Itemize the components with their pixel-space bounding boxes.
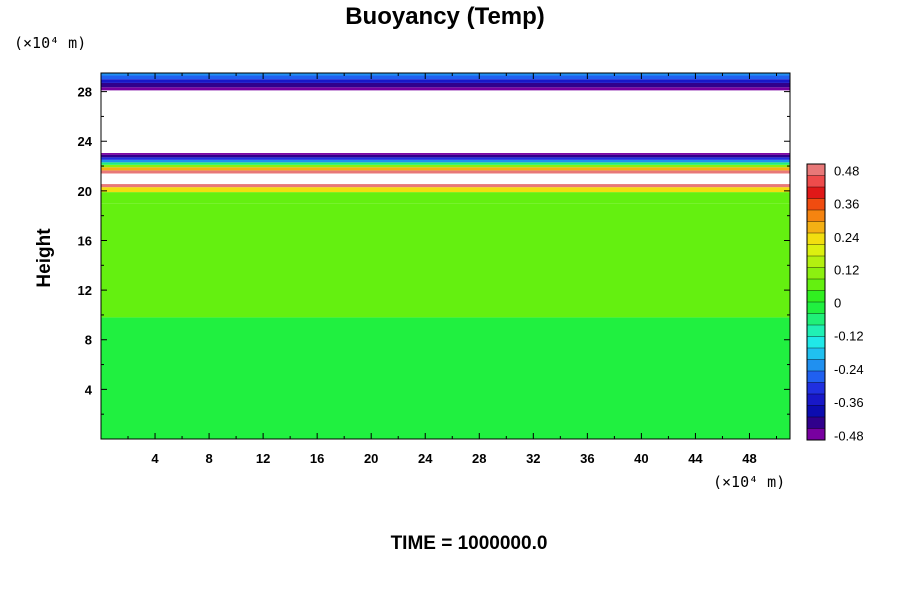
- x-tick-label: 36: [580, 451, 594, 466]
- heatmap-layer-19: [101, 73, 790, 76]
- colorbar-swatch: [807, 279, 825, 291]
- x-tick-label: 4: [151, 451, 159, 466]
- colorbar-swatch: [807, 348, 825, 360]
- heatmap-layer-0: [101, 317, 790, 439]
- heatmap-layer-16: [101, 82, 790, 88]
- heatmap-layer-11: [101, 157, 790, 160]
- y-tick-label: 16: [78, 233, 92, 248]
- colorbar-swatch: [807, 313, 825, 326]
- heatmap-layer-15: [101, 87, 790, 91]
- colorbar-swatch: [807, 210, 825, 222]
- heatmap-layer-5: [101, 173, 790, 185]
- heatmap-layer-6: [101, 170, 790, 174]
- colorbar-swatch: [807, 175, 825, 188]
- colorbar-tick-label: -0.24: [834, 362, 864, 377]
- colorbar-swatch: [807, 394, 825, 406]
- colorbar-swatch: [807, 256, 825, 268]
- heatmap-layer-9: [101, 162, 790, 165]
- colorbar-swatch: [807, 428, 825, 441]
- heatmap-layer-13: [101, 153, 790, 155]
- heatmap-layer-7: [101, 167, 790, 171]
- colorbar-tick-label: 0: [834, 296, 841, 311]
- y-axis-label: Height: [34, 228, 55, 288]
- y-tick-label: 20: [78, 184, 92, 199]
- chart-title: Buoyancy (Temp): [345, 3, 545, 30]
- colorbar-swatch: [807, 290, 825, 303]
- x-axis-unit: (×10⁴ m): [713, 473, 785, 491]
- y-tick-label: 28: [78, 85, 92, 100]
- plot-frame: [100, 72, 791, 440]
- colorbar-swatch: [807, 233, 825, 245]
- colorbar-tick-label: 0.36: [834, 197, 859, 212]
- heatmap-layer-1: [101, 203, 790, 318]
- colorbar-swatch: [807, 198, 825, 211]
- x-tick-label: 48: [742, 451, 756, 466]
- colorbar-swatch: [807, 371, 825, 383]
- colorbar-tick-label: -0.48: [834, 429, 864, 444]
- y-axis-unit: (×10⁴ m): [14, 34, 86, 52]
- heatmap-field: [101, 73, 790, 439]
- x-tick-label: 16: [310, 451, 324, 466]
- x-tick-label: 28: [472, 451, 486, 466]
- x-tick-label: 44: [688, 451, 703, 466]
- colorbar-swatch: [807, 244, 825, 257]
- colorbar-swatch: [807, 336, 825, 349]
- colorbar-swatch: [807, 325, 825, 337]
- colorbar-tick-label: 0.48: [834, 164, 859, 179]
- colorbar: [807, 164, 825, 441]
- colorbar-swatch: [807, 302, 825, 314]
- heatmap-layer-2: [101, 192, 790, 204]
- heatmap-layer-18: [101, 75, 790, 80]
- heatmap-layer-12: [101, 154, 790, 158]
- heatmap-layer-8: [101, 164, 790, 168]
- heatmap-layer-17: [101, 79, 790, 83]
- colorbar-tick-label: 0.12: [834, 263, 859, 278]
- colorbar-tick-label: -0.12: [834, 329, 864, 344]
- x-tick-label: 40: [634, 451, 648, 466]
- colorbar-swatch: [807, 417, 825, 429]
- colorbar-swatch: [807, 164, 825, 176]
- colorbar-swatch: [807, 359, 825, 372]
- heatmap-layer-14: [101, 90, 790, 154]
- x-tick-label: 32: [526, 451, 540, 466]
- x-tick-label: 12: [256, 451, 270, 466]
- time-label: TIME = 1000000.0: [391, 533, 548, 554]
- heatmap-layer-4: [101, 184, 790, 188]
- y-tick-label: 4: [85, 382, 93, 397]
- colorbar-swatch: [807, 221, 825, 234]
- x-tick-label: 8: [205, 451, 212, 466]
- colorbar-swatch: [807, 382, 825, 395]
- x-tick-label: 24: [418, 451, 433, 466]
- colorbar-tick-label: -0.36: [834, 395, 864, 410]
- colorbar-tick-labels: 0.48 0.36 0.24 0.12 0 -0.12 -0.24 -0.36 -0.48: [834, 164, 864, 444]
- colorbar-swatch: [807, 267, 825, 280]
- colorbar-swatch: [807, 405, 825, 418]
- colorbar-frame: [806, 163, 826, 441]
- y-tick-label: 24: [78, 134, 93, 149]
- heatmap-layer-10: [101, 159, 790, 163]
- colorbar-tick-label: 0.24: [834, 230, 859, 245]
- x-tick-label: 20: [364, 451, 378, 466]
- colorbar-swatch: [807, 187, 825, 199]
- y-tick-label: 8: [85, 333, 92, 348]
- y-tick-label: 12: [78, 283, 92, 298]
- heatmap-layer-3: [101, 187, 790, 193]
